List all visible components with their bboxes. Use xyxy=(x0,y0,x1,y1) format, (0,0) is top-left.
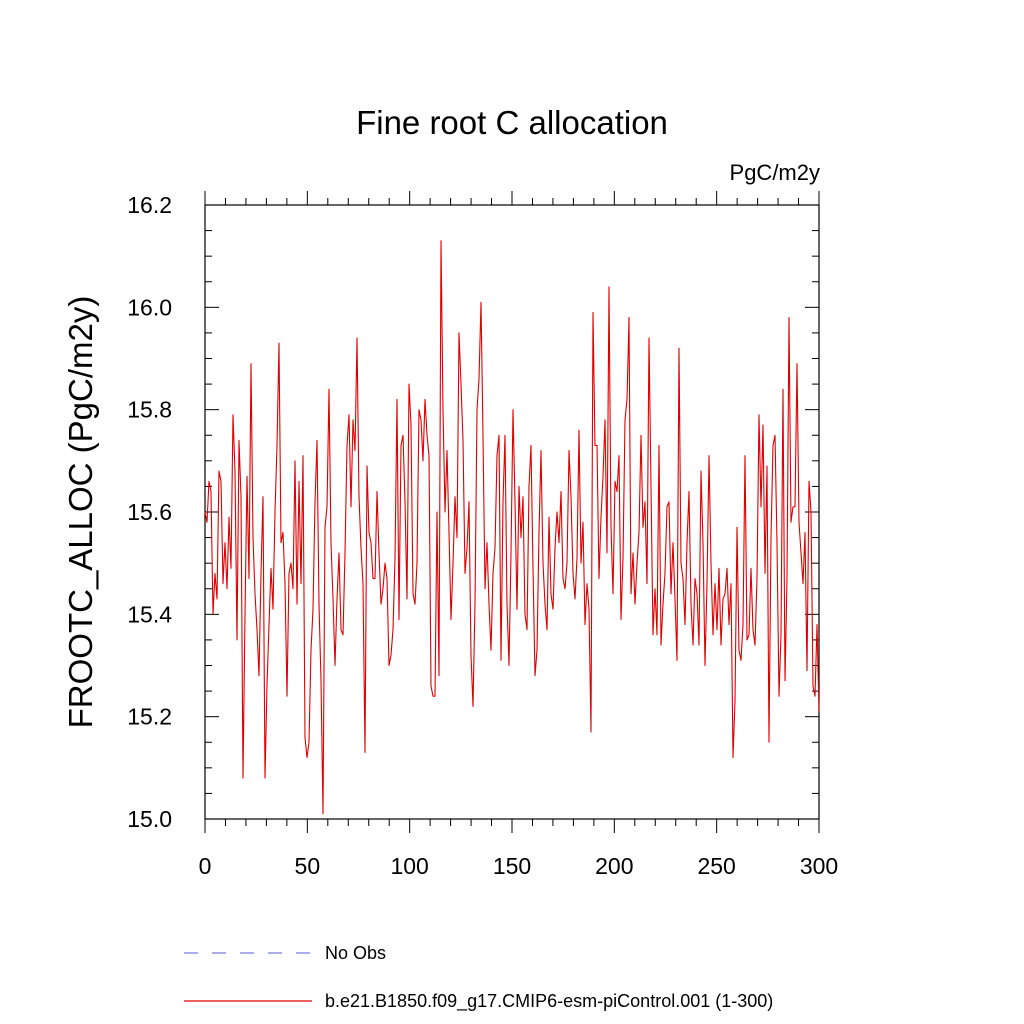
series-line-1 xyxy=(204,240,820,815)
y-tick-label: 15.6 xyxy=(127,499,172,525)
legend: No Obs b.e21.B1850.f09_g17.CMIP6-esm-piC… xyxy=(184,943,773,1012)
y-tick-label: 15.2 xyxy=(127,704,172,730)
series-group xyxy=(204,240,820,815)
x-tick-label: 200 xyxy=(595,853,633,879)
x-tick-label: 300 xyxy=(800,853,838,879)
x-tick-label: 250 xyxy=(697,853,735,879)
chart-title: Fine root C allocation xyxy=(356,104,668,141)
x-tick-label: 150 xyxy=(493,853,531,879)
units-label: PgC/m2y xyxy=(730,160,820,185)
y-axis-label: FROOTC_ALLOC (PgC/m2y) xyxy=(62,296,99,729)
y-tick-label: 16.2 xyxy=(127,192,172,218)
x-tick-label: 100 xyxy=(390,853,428,879)
y-tick-label: 16.0 xyxy=(127,294,172,320)
x-tick-label: 0 xyxy=(199,853,212,879)
tick-marks xyxy=(204,191,820,833)
legend-label-no-obs: No Obs xyxy=(325,943,386,963)
y-tick-label: 15.0 xyxy=(127,806,172,832)
legend-label-model: b.e21.B1850.f09_g17.CMIP6-esm-piControl.… xyxy=(325,991,773,1012)
y-tick-labels: 15.0 15.2 15.4 15.6 15.8 16.0 16.2 xyxy=(127,192,172,832)
x-tick-labels: 0 50 100 150 200 250 300 xyxy=(199,853,839,879)
y-tick-label: 15.4 xyxy=(127,601,172,627)
y-tick-label: 15.8 xyxy=(127,397,172,423)
x-tick-label: 50 xyxy=(295,853,321,879)
